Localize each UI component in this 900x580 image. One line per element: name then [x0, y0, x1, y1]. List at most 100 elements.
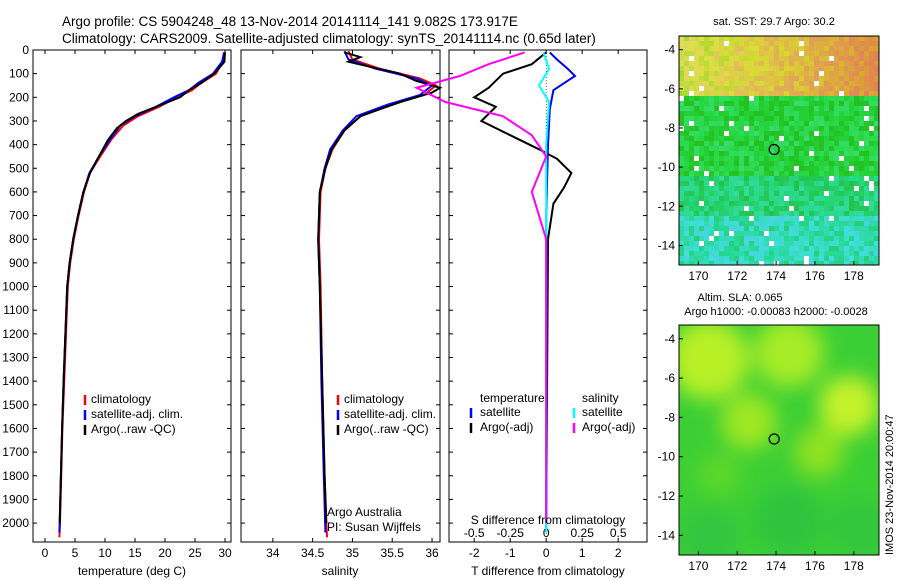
- sst-cell: [854, 131, 859, 136]
- sst-cell: [874, 126, 879, 131]
- sst-cell: [734, 41, 739, 46]
- sst-cell: [874, 241, 879, 246]
- sla-field: [819, 375, 879, 436]
- sst-cell: [819, 86, 824, 91]
- sst-cell: [819, 166, 824, 171]
- sst-cell: [699, 51, 704, 56]
- sst-cell: [839, 261, 844, 265]
- sst-cell: [789, 241, 794, 246]
- sst-cell: [784, 171, 789, 176]
- sst-cell: [819, 216, 824, 221]
- sst-cell: [834, 161, 839, 166]
- sst-cell: [724, 61, 729, 66]
- sst-cell: [829, 56, 834, 61]
- sst-cell: [874, 261, 879, 265]
- sst-cell: [684, 116, 689, 121]
- sst-cell: [824, 101, 829, 106]
- sst-cell: [794, 76, 799, 81]
- sst-cell: [774, 131, 779, 136]
- salinity-legend-argo: Argo(..raw -QC): [344, 422, 429, 436]
- sst-cell: [694, 256, 699, 261]
- sst-cell: [699, 81, 704, 86]
- sst-cell: [779, 176, 784, 181]
- sst-cell: [709, 106, 714, 111]
- sst-cell: [724, 221, 729, 226]
- sst-cell: [784, 36, 789, 41]
- sst-cell: [729, 251, 734, 256]
- sst-cell: [679, 176, 684, 181]
- salinity-xtick-label: 36: [425, 546, 439, 560]
- sst-cell: [714, 191, 719, 196]
- sst-cell: [859, 231, 864, 236]
- sst-cell: [839, 66, 844, 71]
- sst-cell: [694, 121, 699, 126]
- sst-cell: [749, 256, 754, 261]
- sst-cell: [794, 161, 799, 166]
- sst-cell: [704, 231, 709, 236]
- sst-cell: [814, 126, 819, 131]
- sst-cell: [849, 236, 854, 241]
- sst-cell: [744, 206, 749, 211]
- legend-temperature-argo: Argo(-adj): [480, 420, 533, 434]
- legend-salinity-satellite: satellite: [582, 405, 623, 419]
- sst-cell: [739, 106, 744, 111]
- sst-cell: [779, 131, 784, 136]
- sst-cell: [849, 111, 854, 116]
- sst-cell: [854, 41, 859, 46]
- sst-cell: [729, 56, 734, 61]
- sst-cell: [844, 231, 849, 236]
- sst-cell: [839, 251, 844, 256]
- sst-cell: [824, 216, 829, 221]
- sst-cell: [779, 261, 784, 265]
- sst-cell: [714, 56, 719, 61]
- sst-cell: [679, 161, 684, 166]
- sst-cell: [829, 46, 834, 51]
- sst-cell: [774, 206, 779, 211]
- sst-cell: [694, 61, 699, 66]
- sst-cell: [699, 166, 704, 171]
- sst-cell: [794, 231, 799, 236]
- sst-cell: [814, 141, 819, 146]
- salinity-xtick-label: 34.5: [301, 546, 325, 560]
- sst-cell: [839, 216, 844, 221]
- sst-cell: [679, 126, 684, 131]
- sst-cell: [854, 161, 859, 166]
- sst-cell: [754, 66, 759, 71]
- sst-cell: [764, 206, 769, 211]
- sst-cell: [719, 81, 724, 86]
- sst-cell: [704, 136, 709, 141]
- sst-cell: [784, 66, 789, 71]
- sst-cell: [709, 261, 714, 265]
- sst-cell: [789, 151, 794, 156]
- sst-cell: [759, 206, 764, 211]
- sst-cell: [689, 71, 694, 76]
- sst-cell: [829, 201, 834, 206]
- temperature-ytick-label: 0: [22, 43, 29, 57]
- sst-cell: [749, 36, 754, 41]
- sst-cell: [704, 71, 709, 76]
- sst-cell: [814, 116, 819, 121]
- sst-cell: [824, 41, 829, 46]
- sst-cell: [719, 186, 724, 191]
- sst-cell: [754, 171, 759, 176]
- sst-cell: [849, 211, 854, 216]
- sst-cell: [704, 166, 709, 171]
- sst-cell: [679, 121, 684, 126]
- sst-cell: [689, 111, 694, 116]
- sst-cell: [689, 141, 694, 146]
- temperature-xtick-label: 25: [188, 546, 202, 560]
- sst-cell: [734, 146, 739, 151]
- sst-cell: [729, 66, 734, 71]
- temperature-xtick-label: 20: [158, 546, 172, 560]
- sst-cell: [874, 91, 879, 96]
- sst-cell: [829, 91, 834, 96]
- sst-cell: [774, 191, 779, 196]
- sst-cell: [789, 181, 794, 186]
- sst-cell: [824, 151, 829, 156]
- sst-cell: [824, 201, 829, 206]
- sst-cell: [684, 101, 689, 106]
- sst-cell: [709, 146, 714, 151]
- sst-cell: [809, 226, 814, 231]
- sst-cell: [839, 46, 844, 51]
- sst-cell: [749, 126, 754, 131]
